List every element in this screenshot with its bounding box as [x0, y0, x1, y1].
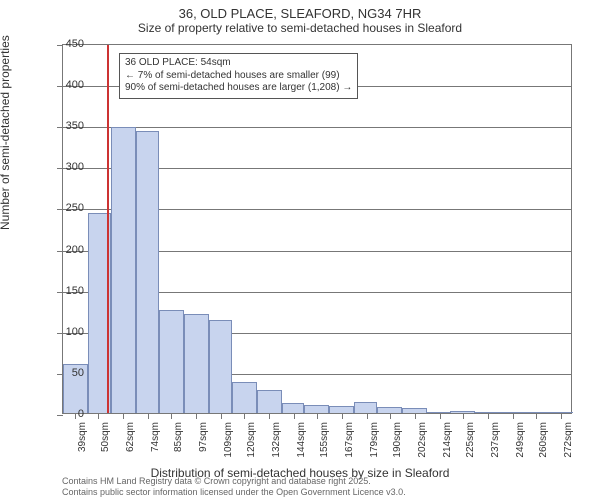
xtick-label: 74sqm — [150, 422, 161, 452]
ytick-label: 400 — [66, 79, 84, 91]
xtick — [390, 413, 391, 419]
xtick-label: 225sqm — [465, 422, 476, 458]
histogram-bar — [209, 320, 232, 413]
xtick-label: 272sqm — [563, 422, 574, 458]
xtick-label: 62sqm — [125, 422, 136, 452]
chart-plot-area: 36 OLD PLACE: 54sqm ← 7% of semi-detache… — [62, 44, 572, 414]
marker-line — [107, 45, 109, 413]
footer-attribution: Contains HM Land Registry data © Crown c… — [62, 476, 406, 498]
title-line2: Size of property relative to semi-detach… — [0, 21, 600, 35]
chart-title-block: 36, OLD PLACE, SLEAFORD, NG34 7HR Size o… — [0, 0, 600, 35]
gridline-h — [63, 127, 571, 128]
ytick-label: 450 — [66, 38, 84, 50]
xtick — [367, 413, 368, 419]
ytick — [57, 168, 63, 169]
xtick — [171, 413, 172, 419]
xtick-label: 249sqm — [515, 422, 526, 458]
ytick-label: 250 — [66, 202, 84, 214]
histogram-bar — [304, 405, 329, 413]
ytick-label: 150 — [66, 285, 84, 297]
annotation-line2: ← 7% of semi-detached houses are smaller… — [125, 70, 352, 83]
ytick — [57, 45, 63, 46]
ytick-label: 0 — [78, 408, 84, 420]
xtick-label: 132sqm — [271, 422, 282, 458]
histogram-bar — [136, 131, 159, 413]
xtick-label: 85sqm — [173, 422, 184, 452]
xtick — [415, 413, 416, 419]
ytick — [57, 127, 63, 128]
xtick — [123, 413, 124, 419]
xtick-label: 260sqm — [538, 422, 549, 458]
xtick-label: 120sqm — [246, 422, 257, 458]
xtick — [196, 413, 197, 419]
footer-line2: Contains public sector information licen… — [62, 487, 406, 498]
xtick — [244, 413, 245, 419]
ytick — [57, 333, 63, 334]
xtick — [488, 413, 489, 419]
ytick — [57, 292, 63, 293]
histogram-bar — [184, 314, 209, 413]
xtick-label: 144sqm — [296, 422, 307, 458]
xtick — [294, 413, 295, 419]
y-axis-label: Number of semi-detached properties — [0, 35, 12, 230]
xtick — [536, 413, 537, 419]
ytick — [57, 209, 63, 210]
histogram-bar — [282, 403, 305, 413]
histogram-bar — [159, 310, 184, 413]
xtick — [98, 413, 99, 419]
xtick — [221, 413, 222, 419]
histogram-bar — [257, 390, 282, 413]
ytick-label: 50 — [72, 367, 84, 379]
xtick — [342, 413, 343, 419]
annotation-line3: 90% of semi-detached houses are larger (… — [125, 82, 352, 95]
ytick-label: 200 — [66, 244, 84, 256]
histogram-bar — [111, 127, 136, 413]
ytick — [57, 415, 63, 416]
xtick-label: 167sqm — [344, 422, 355, 458]
xtick-label: 202sqm — [417, 422, 428, 458]
annotation-line1: 36 OLD PLACE: 54sqm — [125, 57, 352, 70]
xtick — [269, 413, 270, 419]
xtick-label: 155sqm — [319, 422, 330, 458]
ytick-label: 300 — [66, 161, 84, 173]
xtick-label: 97sqm — [198, 422, 209, 452]
histogram-bar — [354, 402, 377, 413]
xtick — [317, 413, 318, 419]
xtick-label: 179sqm — [369, 422, 380, 458]
histogram-bar — [500, 412, 523, 413]
xtick — [75, 413, 76, 419]
xtick-label: 214sqm — [442, 422, 453, 458]
histogram-bar — [427, 412, 450, 413]
ytick — [57, 251, 63, 252]
xtick-label: 190sqm — [392, 422, 403, 458]
xtick-label: 50sqm — [100, 422, 111, 452]
xtick-label: 39sqm — [77, 422, 88, 452]
ytick — [57, 86, 63, 87]
ytick-label: 350 — [66, 120, 84, 132]
ytick-label: 100 — [66, 326, 84, 338]
xtick-label: 109sqm — [223, 422, 234, 458]
footer-line1: Contains HM Land Registry data © Crown c… — [62, 476, 406, 487]
histogram-bar — [232, 382, 257, 413]
xtick-label: 237sqm — [490, 422, 501, 458]
xtick — [561, 413, 562, 419]
title-line1: 36, OLD PLACE, SLEAFORD, NG34 7HR — [0, 6, 600, 21]
xtick — [440, 413, 441, 419]
annotation-box: 36 OLD PLACE: 54sqm ← 7% of semi-detache… — [119, 53, 358, 99]
xtick — [463, 413, 464, 419]
xtick — [513, 413, 514, 419]
xtick — [148, 413, 149, 419]
